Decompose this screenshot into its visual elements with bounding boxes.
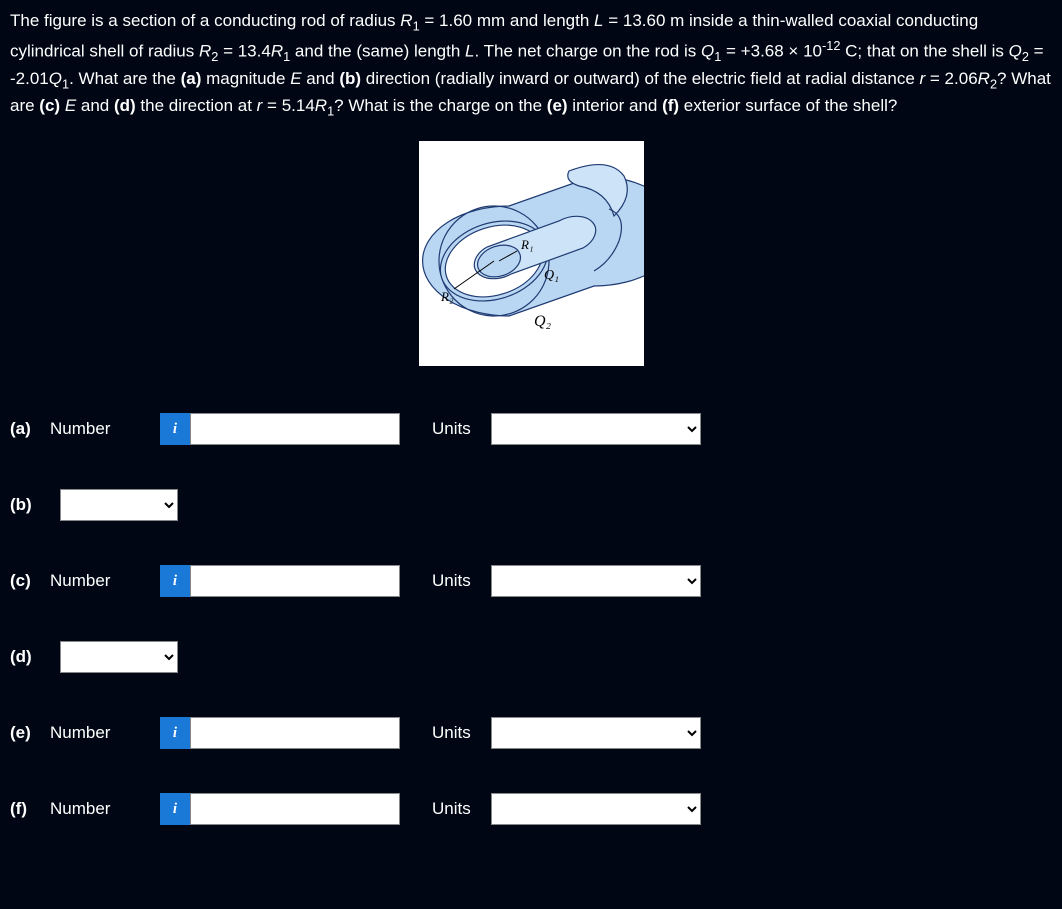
answer-row-f: (f) Number i Units bbox=[10, 793, 1052, 825]
number-input-c[interactable] bbox=[190, 565, 400, 597]
answer-row-e: (e) Number i Units bbox=[10, 717, 1052, 749]
coaxial-svg: R₁ R₂ Q₁ Q₂ bbox=[419, 141, 644, 366]
info-button-e[interactable]: i bbox=[160, 717, 190, 749]
units-label: Units bbox=[432, 796, 471, 822]
info-button-c[interactable]: i bbox=[160, 565, 190, 597]
part-label-e: (e) bbox=[10, 720, 50, 746]
number-input-a[interactable] bbox=[190, 413, 400, 445]
number-label: Number bbox=[50, 416, 160, 442]
number-input-f[interactable] bbox=[190, 793, 400, 825]
answer-row-d: (d) bbox=[10, 641, 1052, 673]
number-label: Number bbox=[50, 568, 160, 594]
problem-statement: The figure is a section of a conducting … bbox=[10, 8, 1052, 121]
figure-container: R₁ R₂ Q₁ Q₂ bbox=[10, 141, 1052, 374]
answer-row-a: (a) Number i Units bbox=[10, 413, 1052, 445]
units-select-e[interactable] bbox=[491, 717, 701, 749]
units-label: Units bbox=[432, 568, 471, 594]
units-label: Units bbox=[432, 416, 471, 442]
coaxial-figure: R₁ R₂ Q₁ Q₂ bbox=[419, 141, 644, 366]
units-select-a[interactable] bbox=[491, 413, 701, 445]
label-R1: R₁ bbox=[520, 237, 533, 252]
info-button-a[interactable]: i bbox=[160, 413, 190, 445]
number-input-e[interactable] bbox=[190, 717, 400, 749]
label-Q1: Q₁ bbox=[544, 268, 559, 283]
part-label-d: (d) bbox=[10, 644, 50, 670]
part-label-f: (f) bbox=[10, 796, 50, 822]
direction-select-b[interactable] bbox=[60, 489, 178, 521]
number-label: Number bbox=[50, 796, 160, 822]
part-label-a: (a) bbox=[10, 416, 50, 442]
answer-row-b: (b) bbox=[10, 489, 1052, 521]
label-Q2: Q₂ bbox=[534, 313, 552, 330]
number-label: Number bbox=[50, 720, 160, 746]
label-R2: R₂ bbox=[440, 289, 454, 304]
direction-select-d[interactable] bbox=[60, 641, 178, 673]
info-button-f[interactable]: i bbox=[160, 793, 190, 825]
units-label: Units bbox=[432, 720, 471, 746]
part-label-b: (b) bbox=[10, 492, 50, 518]
answer-row-c: (c) Number i Units bbox=[10, 565, 1052, 597]
units-select-f[interactable] bbox=[491, 793, 701, 825]
units-select-c[interactable] bbox=[491, 565, 701, 597]
part-label-c: (c) bbox=[10, 568, 50, 594]
